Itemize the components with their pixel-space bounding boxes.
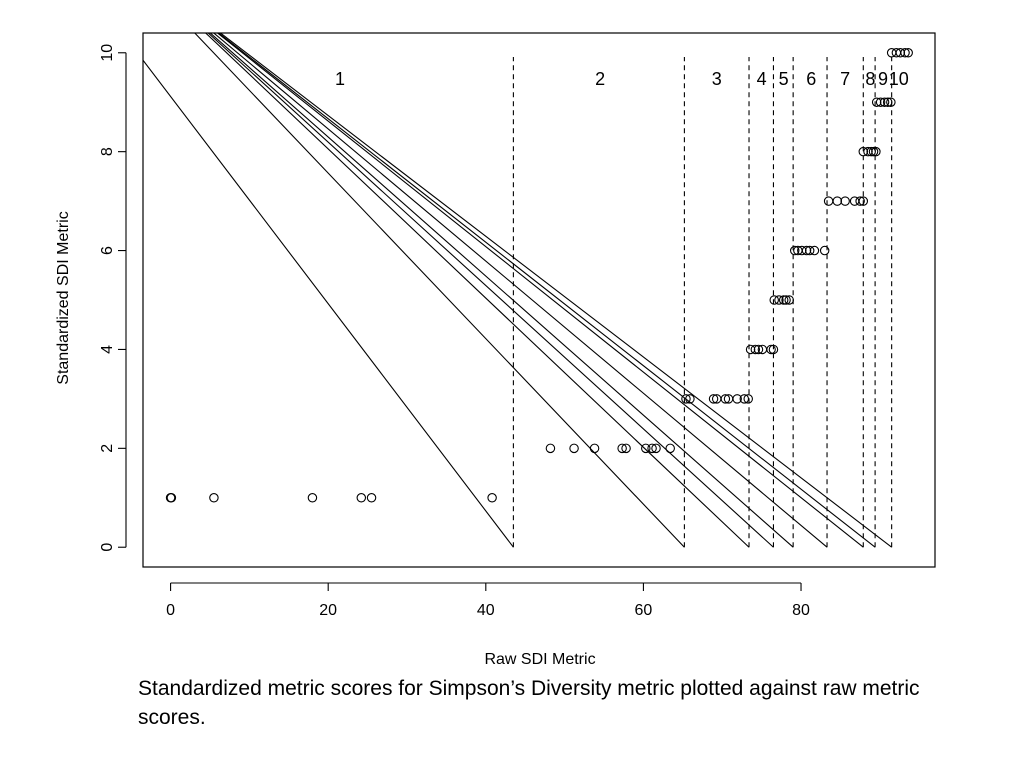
data-point: [903, 48, 913, 58]
data-point: [858, 196, 869, 206]
data-point: [886, 97, 896, 107]
y-axis-label: Standardized SDI Metric: [55, 211, 72, 384]
data-point: [766, 344, 776, 355]
diagonal-line-1: [143, 59, 514, 548]
data-point: [804, 245, 815, 256]
y-tick-label: 10: [99, 44, 116, 62]
data-point: [366, 493, 377, 503]
data-point: [739, 394, 750, 404]
data-point: [819, 245, 830, 256]
band-label-2: 2: [595, 69, 605, 89]
data-point: [651, 443, 661, 454]
data-point: [868, 146, 879, 157]
data-point: [732, 394, 742, 404]
x-tick-label: 60: [635, 602, 653, 619]
plot-frame: [142, 32, 936, 568]
x-axis-label: Raw SDI Metric: [484, 651, 595, 668]
data-point: [617, 443, 627, 454]
data-point: [784, 295, 794, 305]
data-point: [882, 97, 893, 107]
y-tick-label: 4: [99, 345, 116, 354]
diagonal-line-9: [219, 33, 892, 548]
band-label-6: 6: [806, 69, 816, 89]
data-point: [685, 394, 695, 404]
data-point: [487, 493, 497, 503]
figure-caption: Standardized metric scores for Simpson’s…: [138, 677, 920, 729]
data-point: [875, 97, 886, 107]
data-point: [209, 493, 219, 503]
data-point: [750, 344, 761, 355]
data-point: [823, 196, 834, 206]
data-point: [356, 493, 367, 503]
band-label-10: 10: [889, 69, 909, 89]
x-tick-label: 20: [319, 602, 337, 619]
data-point: [789, 245, 800, 256]
band-label-7: 7: [840, 69, 850, 89]
data-point: [166, 493, 177, 503]
data-point: [681, 394, 691, 404]
data-point: [753, 344, 764, 355]
data-point: [621, 443, 631, 454]
data-point: [307, 493, 318, 503]
data-point: [832, 196, 843, 206]
data-point: [879, 97, 890, 107]
x-tick-label: 40: [477, 602, 495, 619]
data-point: [774, 295, 784, 305]
band-label-8: 8: [865, 69, 875, 89]
band-label-3: 3: [712, 69, 722, 89]
x-tick-label: 80: [792, 602, 810, 619]
data-point: [781, 295, 791, 305]
data-point: [545, 443, 556, 454]
data-point: [641, 443, 651, 454]
data-point: [720, 394, 731, 404]
y-tick-label: 2: [99, 444, 116, 453]
data-point: [743, 394, 753, 404]
diagonal-line-4: [207, 33, 774, 548]
data-point: [840, 196, 850, 206]
data-point: [866, 146, 876, 157]
band-label-4: 4: [757, 69, 767, 89]
x-tick-label: 0: [166, 602, 175, 619]
data-point: [589, 443, 600, 454]
band-label-9: 9: [878, 69, 888, 89]
data-point: [569, 443, 579, 454]
y-tick-label: 6: [99, 246, 116, 255]
diagonal-line-8: [217, 33, 876, 548]
data-point: [900, 48, 910, 58]
data-point: [708, 394, 719, 404]
data-point: [871, 146, 881, 157]
data-point: [855, 196, 865, 206]
band-label-1: 1: [335, 69, 345, 89]
data-point: [778, 295, 789, 305]
y-tick-label: 0: [99, 543, 116, 552]
data-point: [647, 443, 657, 454]
data-point: [768, 344, 779, 355]
y-tick-label: 8: [99, 147, 116, 156]
diagonal-line-5: [209, 33, 794, 548]
data-point: [809, 245, 820, 256]
diagonal-line-6: [212, 33, 828, 548]
data-point: [769, 295, 779, 305]
data-point: [665, 443, 675, 454]
band-label-5: 5: [779, 69, 789, 89]
diagonal-line-7: [216, 33, 864, 548]
diagonal-line-3: [204, 33, 750, 548]
